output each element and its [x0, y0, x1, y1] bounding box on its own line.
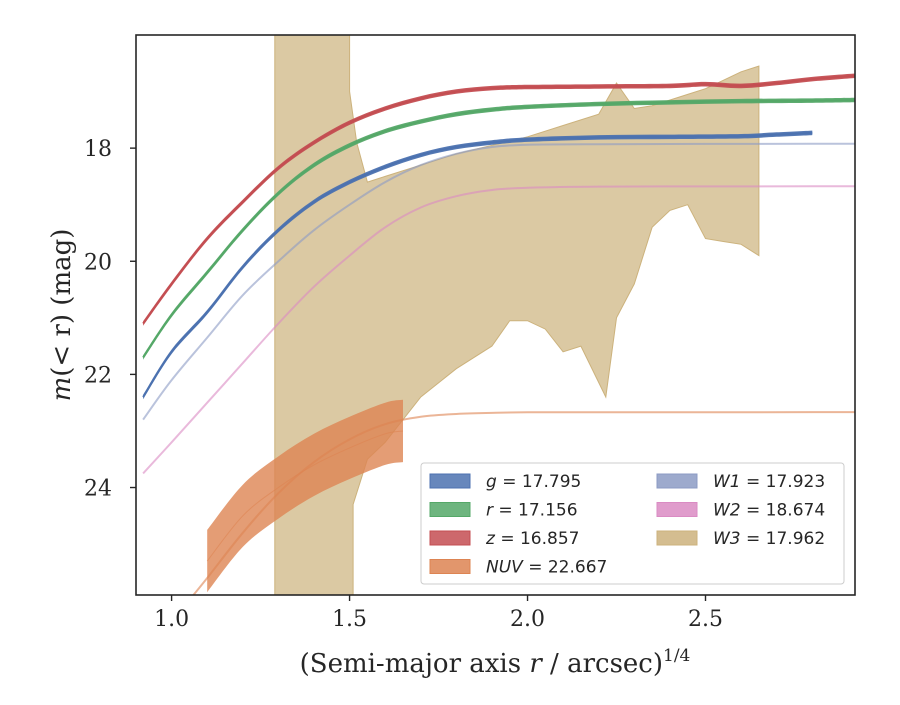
legend: g = 17.795 r = 17.156 z = 16.857 NUV = 22.6… [420, 462, 845, 585]
legend-label-r: r = 17.156 [486, 501, 578, 521]
series-nuv-22-667-line [206, 430, 404, 562]
legend-label-w3: W3 = 17.962 [713, 529, 825, 549]
legend-swatch-nuv [429, 559, 471, 574]
legend-label-g: g = 17.795 [486, 472, 581, 492]
x-tick-label: 2.5 [688, 607, 723, 632]
series-w2-18-674-line [142, 185, 855, 475]
legend-swatch-g [429, 473, 471, 489]
series-z-16-857-line [142, 74, 855, 325]
x-tick-label: 1.0 [154, 607, 189, 632]
legend-label-w1: W1 = 17.923 [713, 472, 825, 492]
x-tick-label: 2.0 [510, 607, 545, 632]
legend-items: g = 17.795 r = 17.156 z = 16.857 NUV = 22.6… [429, 472, 825, 578]
series-nuv-22-667-band [207, 399, 403, 593]
x-axis-label-main: (Semi-major axis [300, 649, 530, 679]
y-tick-label: 24 [84, 477, 112, 502]
legend-label-nuv: NUV = 22.667 [486, 558, 607, 578]
x-tick-label: 1.5 [332, 607, 367, 632]
x-axis-label-sup: 1/4 [663, 646, 690, 666]
series-nuv-model-line [192, 411, 855, 595]
legend-frame [420, 462, 845, 585]
x-axis-label-tail: / arcsec) [542, 649, 663, 679]
y-axis-label-tail: (< r) (mag) [47, 229, 77, 377]
series-z-16-857-band [143, 73, 855, 326]
plot-frame [135, 34, 856, 596]
y-tick-label: 18 [84, 137, 112, 162]
x-axis-label: (Semi-major axis r / arcsec)1/4 [300, 646, 691, 679]
ticks-layer: 1.0 1.5 2.0 2.5 18 20 22 24 [84, 137, 723, 632]
series-r-17-156-line [142, 99, 855, 358]
legend-swatch-z [429, 530, 471, 546]
legend-swatch-w3 [656, 530, 698, 546]
series-g-17-795-line [142, 131, 813, 398]
legend-swatch-r [429, 502, 471, 517]
y-axis-label-main: m [47, 377, 77, 402]
y-tick-label: 22 [84, 363, 112, 388]
legend-label-w2: W2 = 18.674 [713, 501, 825, 521]
legend-swatch-w2 [656, 502, 698, 517]
legend-label-z: z = 16.857 [485, 529, 579, 549]
series-layer [142, 35, 855, 595]
x-axis-label-var: r [529, 649, 543, 679]
series-w1-17-923-line [142, 142, 855, 421]
y-axis-label: m(< r) (mag) [47, 229, 77, 402]
y-tick-label: 20 [84, 250, 112, 275]
legend-swatch-w1 [656, 473, 698, 489]
